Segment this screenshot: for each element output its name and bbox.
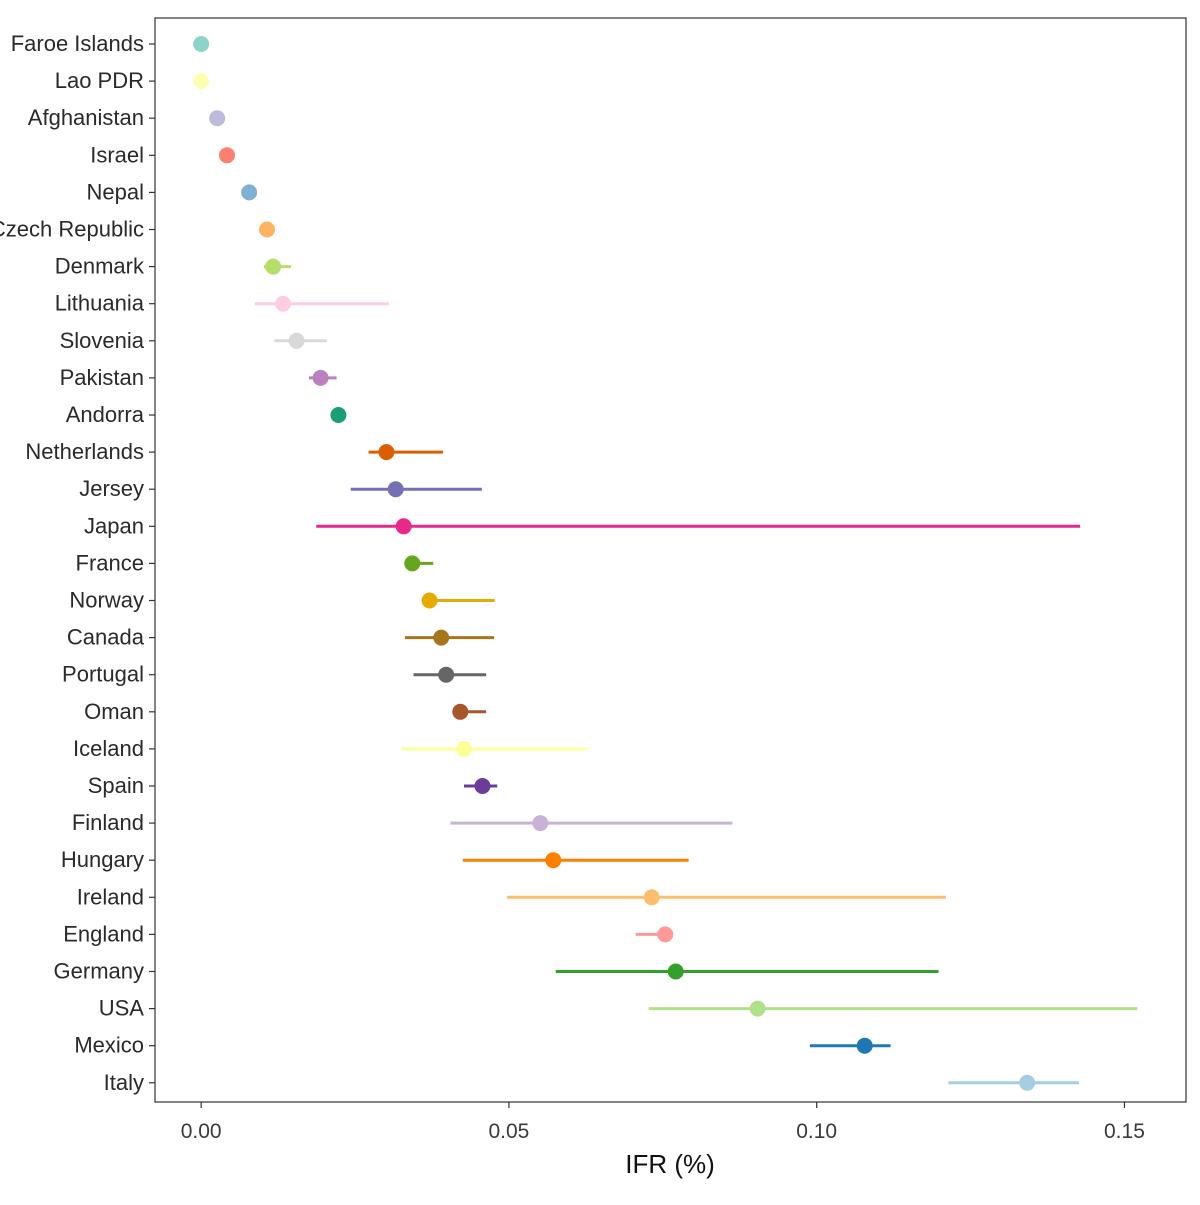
y-tick-label: Oman bbox=[84, 699, 144, 724]
data-point bbox=[330, 407, 347, 423]
y-tick-label: Ireland bbox=[77, 884, 144, 909]
data-point bbox=[209, 110, 226, 127]
data-point bbox=[395, 518, 412, 535]
y-tick-label: Denmark bbox=[55, 254, 145, 279]
y-tick-label: Nepal bbox=[87, 179, 144, 204]
y-tick-label: Mexico bbox=[74, 1033, 144, 1058]
y-tick-label: Netherlands bbox=[25, 439, 144, 464]
y-tick-label: Israel bbox=[90, 142, 144, 167]
y-tick-label: France bbox=[76, 550, 144, 575]
data-point bbox=[474, 778, 491, 794]
data-point bbox=[312, 369, 329, 386]
data-point bbox=[219, 147, 236, 164]
y-tick-label: Portugal bbox=[62, 662, 144, 687]
y-axis: Faroe Islands Lao PDR Afghanistan Israel Nep… bbox=[0, 31, 155, 1095]
data-point bbox=[532, 815, 549, 832]
data-point bbox=[1019, 1074, 1036, 1091]
data-point bbox=[193, 73, 210, 90]
data-point bbox=[455, 740, 472, 757]
data-point bbox=[749, 1000, 766, 1017]
data-point bbox=[288, 332, 305, 349]
points bbox=[193, 36, 1036, 1091]
x-tick-label: 0.00 bbox=[181, 1120, 222, 1143]
data-point bbox=[438, 666, 455, 683]
data-point bbox=[378, 444, 395, 461]
y-tick-label: Andorra bbox=[66, 402, 145, 427]
data-point bbox=[241, 184, 258, 201]
x-axis: 0.00 0.05 0.10 0.15 bbox=[181, 1102, 1145, 1143]
y-tick-label: Iceland bbox=[73, 736, 144, 761]
y-tick-label: USA bbox=[99, 996, 145, 1021]
y-tick-label: Canada bbox=[67, 625, 145, 650]
data-point bbox=[421, 592, 438, 609]
data-point bbox=[259, 221, 276, 238]
y-tick-label: Lithuania bbox=[55, 291, 145, 316]
data-point bbox=[452, 703, 469, 720]
y-tick-label: Pakistan bbox=[60, 365, 144, 390]
y-tick-label: Jersey bbox=[79, 476, 144, 501]
x-axis-title: IFR (%) bbox=[625, 1149, 715, 1179]
data-point bbox=[433, 629, 450, 646]
y-tick-label: Japan bbox=[84, 513, 144, 538]
data-point bbox=[404, 555, 421, 572]
panel-border bbox=[154, 17, 1187, 1103]
x-tick-label: 0.05 bbox=[488, 1120, 529, 1143]
x-tick-label: 0.15 bbox=[1104, 1120, 1145, 1143]
y-tick-label: Germany bbox=[54, 959, 144, 984]
data-point bbox=[657, 926, 674, 943]
data-point bbox=[193, 36, 210, 52]
y-tick-label: Hungary bbox=[61, 847, 144, 872]
y-tick-label: England bbox=[63, 921, 144, 946]
y-tick-label: Czech Republic bbox=[0, 217, 144, 242]
y-tick-label: Norway bbox=[69, 588, 144, 613]
y-tick-label: Slovenia bbox=[60, 328, 145, 353]
data-point bbox=[643, 889, 660, 906]
y-tick-label: Lao PDR bbox=[55, 68, 144, 93]
data-point bbox=[545, 852, 562, 869]
y-tick-label: Faroe Islands bbox=[11, 31, 144, 56]
y-tick-label: Italy bbox=[104, 1070, 144, 1095]
x-tick-label: 0.10 bbox=[796, 1120, 837, 1143]
y-tick-label: Spain bbox=[88, 773, 144, 798]
data-point bbox=[667, 963, 684, 980]
data-point bbox=[856, 1037, 873, 1054]
data-point bbox=[275, 295, 292, 312]
data-point bbox=[387, 481, 404, 498]
y-tick-label: Finland bbox=[72, 810, 144, 835]
y-tick-label: Afghanistan bbox=[28, 105, 144, 130]
data-point bbox=[265, 258, 282, 275]
